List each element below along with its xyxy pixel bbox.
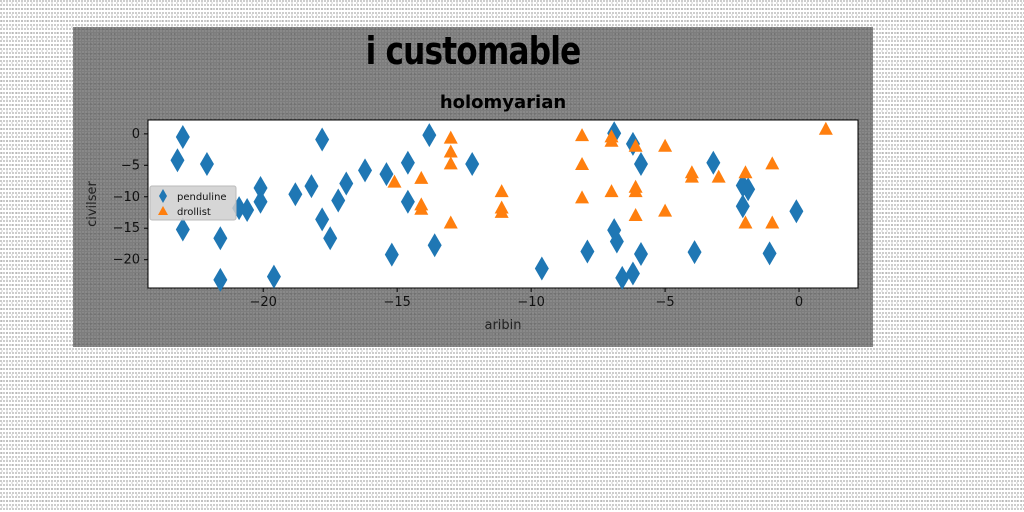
penduline-data-point — [331, 188, 346, 213]
drollist-data-point — [628, 184, 643, 198]
penduline-data-point — [288, 182, 303, 207]
penduline-data-point — [762, 241, 777, 266]
penduline-data-point — [422, 123, 437, 148]
penduline-data-point — [534, 256, 549, 281]
x-tick-label: −5 — [656, 295, 675, 310]
penduline-data-point — [170, 148, 185, 173]
y-tick-label: −15 — [113, 221, 140, 236]
legend-label-penduline: penduline — [177, 192, 227, 203]
drollist-data-point — [443, 156, 458, 170]
scatter-chart: −20 −15 −10 −5 0 0 −5 −10 −15 −20 holomyarian ari… — [85, 92, 859, 333]
x-tick-label: 0 — [795, 295, 803, 310]
drollist-data-point — [387, 174, 402, 188]
y-tick-label: −10 — [113, 190, 140, 205]
penduline-data-point — [315, 127, 330, 152]
penduline-data-point — [789, 199, 804, 224]
drollist-data-point — [575, 157, 590, 171]
drollist-data-point — [711, 169, 726, 183]
penduline-data-point — [625, 261, 640, 286]
drollist-data-point — [604, 133, 619, 147]
penduline-data-point — [175, 217, 190, 242]
penduline-data-point — [741, 177, 756, 202]
drollist-data-point — [414, 201, 429, 215]
y-tick-label: −5 — [121, 158, 140, 173]
x-tick-label: −10 — [517, 295, 544, 310]
drollist-data-point — [658, 138, 673, 152]
drollist-data-point — [765, 215, 780, 229]
drollist-data-point — [604, 184, 619, 198]
penduline-data-point — [706, 150, 721, 175]
penduline-data-point — [304, 174, 319, 199]
drollist-data-point — [628, 138, 643, 152]
drollist-data-point — [738, 215, 753, 229]
drollist-data-point — [628, 208, 643, 222]
penduline-data-point — [633, 242, 648, 267]
tick-layer: −20 −15 −10 −5 0 0 −5 −10 −15 −20 — [113, 127, 804, 310]
legend-marker-drollist — [158, 206, 168, 215]
legend: penduline drollist — [149, 185, 237, 221]
axes-title: holomyarian — [440, 92, 566, 113]
drollist-data-point — [494, 204, 509, 218]
penduline-data-point — [580, 239, 595, 264]
penduline-data-point — [633, 152, 648, 177]
y-axis-label: civilser — [85, 180, 100, 226]
x-axis-label: aribin — [484, 318, 521, 333]
penduline-data-point — [253, 175, 268, 200]
drollist-data-point — [738, 165, 753, 179]
penduline-data-point — [384, 242, 399, 267]
penduline-data-point — [358, 158, 373, 183]
drollist-data-point — [443, 130, 458, 144]
penduline-data-point — [615, 265, 630, 290]
penduline-data-point — [266, 264, 281, 289]
penduline-data-point — [465, 152, 480, 177]
drollist-data-point — [818, 121, 833, 135]
drollist-data-point — [575, 190, 590, 204]
penduline-data-point — [339, 171, 354, 196]
penduline-data-point — [323, 226, 338, 251]
drollist-data-point — [765, 156, 780, 170]
data-points-layer — [170, 121, 833, 292]
drollist-data-point — [494, 184, 509, 198]
drollist-data-point — [575, 128, 590, 142]
drollist-data-point — [684, 169, 699, 183]
y-tick-label: −20 — [113, 253, 140, 268]
penduline-data-point — [400, 189, 415, 214]
penduline-data-point — [400, 150, 415, 175]
legend-items: penduline drollist — [158, 189, 227, 218]
penduline-data-point — [175, 124, 190, 149]
penduline-data-point — [687, 240, 702, 265]
penduline-data-point — [427, 233, 442, 258]
penduline-data-point — [609, 229, 624, 254]
y-tick-label: 0 — [132, 127, 140, 142]
penduline-data-point — [379, 162, 394, 187]
legend-marker-penduline — [159, 189, 167, 203]
figure-panel: i customable −20 −15 −10 −5 0 0 −5 −10 −15 −20 ho… — [73, 27, 873, 347]
legend-label-drollist: drollist — [177, 207, 211, 218]
penduline-data-point — [199, 152, 214, 177]
figure-suptitle: i customable — [365, 29, 582, 73]
penduline-data-point — [213, 267, 228, 292]
penduline-data-point — [253, 189, 268, 214]
penduline-data-point — [315, 207, 330, 232]
drollist-data-point — [414, 170, 429, 184]
x-tick-label: −20 — [249, 295, 276, 310]
penduline-data-point — [213, 226, 228, 251]
drollist-data-point — [443, 215, 458, 229]
penduline-data-point — [735, 194, 750, 219]
x-tick-label: −15 — [383, 295, 410, 310]
legend-box — [149, 185, 237, 221]
drollist-data-point — [658, 203, 673, 217]
drollist-data-point — [443, 144, 458, 158]
